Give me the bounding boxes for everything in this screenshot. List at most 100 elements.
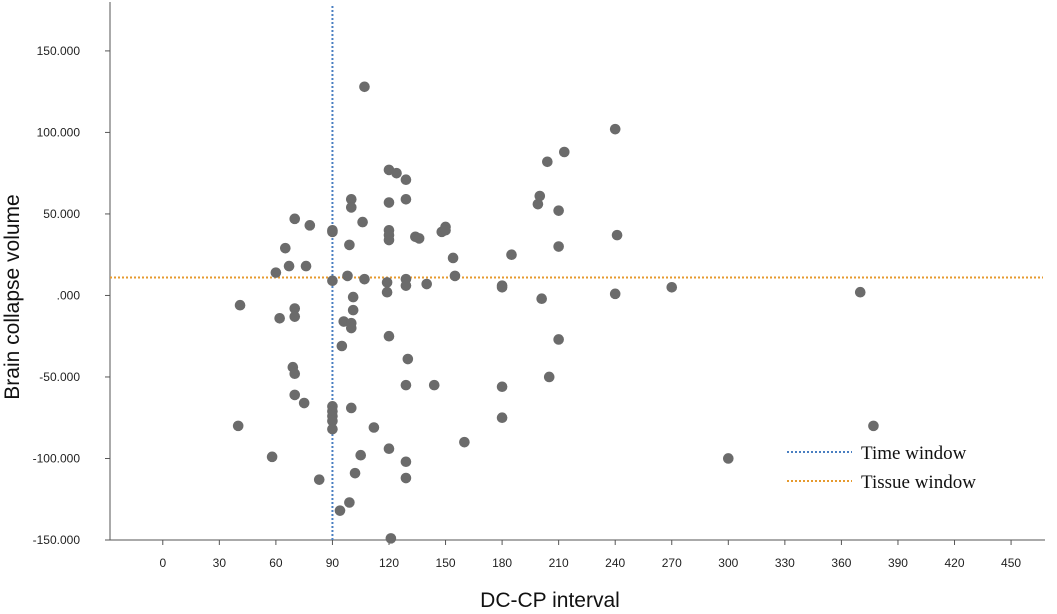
data-point (543, 371, 555, 383)
x-tick-label: 0 (159, 556, 166, 570)
data-point (345, 193, 357, 205)
data-point (854, 286, 866, 298)
data-point (359, 273, 370, 285)
y-axis-title: Brain collapse volume (1, 194, 24, 399)
data-point (336, 340, 348, 352)
data-point (313, 474, 325, 485)
data-point (334, 505, 346, 516)
data-point (868, 420, 879, 432)
x-tick-label: 330 (775, 556, 795, 570)
data-point (400, 174, 412, 186)
data-point (609, 288, 621, 300)
data-points (232, 81, 879, 544)
x-tick-label: 300 (718, 556, 738, 570)
data-point (232, 420, 244, 432)
data-point (421, 278, 432, 290)
data-point (413, 233, 425, 244)
reference-lines (110, 6, 1043, 540)
data-point (345, 322, 357, 334)
data-point (402, 353, 414, 365)
legend-label-time-window: Time window (861, 443, 967, 464)
data-point (327, 423, 338, 435)
x-tick-label: 450 (1001, 556, 1021, 570)
x-tick-label: 120 (379, 556, 399, 570)
data-point (298, 397, 310, 409)
data-point (289, 213, 301, 225)
axes (109, 2, 1045, 541)
data-point (506, 249, 517, 260)
y-tick-label: 100.000 (37, 125, 81, 139)
data-point (496, 381, 508, 393)
data-point (400, 456, 412, 468)
data-point (345, 202, 357, 213)
data-point (347, 291, 359, 303)
data-point (280, 242, 291, 254)
data-point (383, 330, 395, 342)
data-point (532, 198, 544, 210)
data-point (723, 453, 734, 464)
data-point (289, 303, 301, 314)
data-point (342, 270, 353, 282)
data-point (383, 443, 395, 455)
data-point (400, 379, 412, 391)
data-point (400, 472, 412, 484)
x-tick-label: 180 (492, 556, 512, 570)
y-ticks: -150.000 -100.000 -50.000 .000 50.000 100.000… (33, 44, 110, 547)
data-point (447, 252, 459, 264)
data-point (327, 415, 338, 427)
data-point (327, 275, 338, 287)
data-point (289, 368, 301, 380)
data-point (234, 299, 246, 311)
data-point (383, 197, 395, 208)
data-point (559, 146, 570, 158)
data-point (611, 229, 623, 241)
x-tick-label: 270 (662, 556, 682, 570)
data-point (270, 267, 282, 278)
x-tick-label: 360 (831, 556, 851, 570)
data-point (400, 193, 412, 205)
data-point (359, 81, 370, 93)
data-point (327, 226, 338, 238)
legend: Time window Tissue window (787, 443, 976, 493)
data-point (347, 304, 359, 316)
data-point (534, 190, 546, 202)
legend-label-tissue-window: Tissue window (861, 472, 976, 493)
x-tick-label: 30 (213, 556, 227, 570)
data-point (553, 334, 564, 345)
y-tick-label: -50.000 (39, 370, 80, 384)
data-point (385, 533, 397, 544)
data-point (381, 277, 393, 288)
data-point (344, 497, 355, 508)
data-point (368, 422, 380, 433)
data-point (349, 467, 361, 479)
data-point (553, 205, 564, 216)
x-tick-label: 60 (269, 556, 283, 570)
x-tick-label: 210 (549, 556, 569, 570)
y-tick-label: 50.000 (43, 207, 80, 221)
data-point (666, 282, 678, 293)
data-point (344, 239, 355, 251)
data-point (542, 156, 553, 168)
x-tick-label: 390 (888, 556, 908, 570)
x-tick-label: 90 (326, 556, 340, 570)
data-point (400, 280, 412, 291)
data-point (304, 220, 316, 231)
y-tick-label: -150.000 (33, 533, 81, 547)
data-point (289, 389, 301, 401)
x-tick-label: 420 (945, 556, 965, 570)
data-point (428, 379, 440, 391)
data-point (449, 270, 461, 282)
x-tick-label: 240 (605, 556, 625, 570)
data-point (391, 167, 402, 179)
data-point (553, 241, 564, 252)
data-point (357, 216, 368, 228)
x-ticks: 0 30 60 90 120 150 180 210 240 270 300 330 360 390 420… (159, 540, 1021, 570)
data-point (496, 282, 508, 293)
data-point (496, 412, 508, 424)
data-point (609, 123, 621, 135)
data-point (283, 260, 295, 272)
data-point (383, 234, 395, 246)
x-axis-title: DC-CP interval (480, 589, 620, 612)
data-point (536, 293, 547, 305)
